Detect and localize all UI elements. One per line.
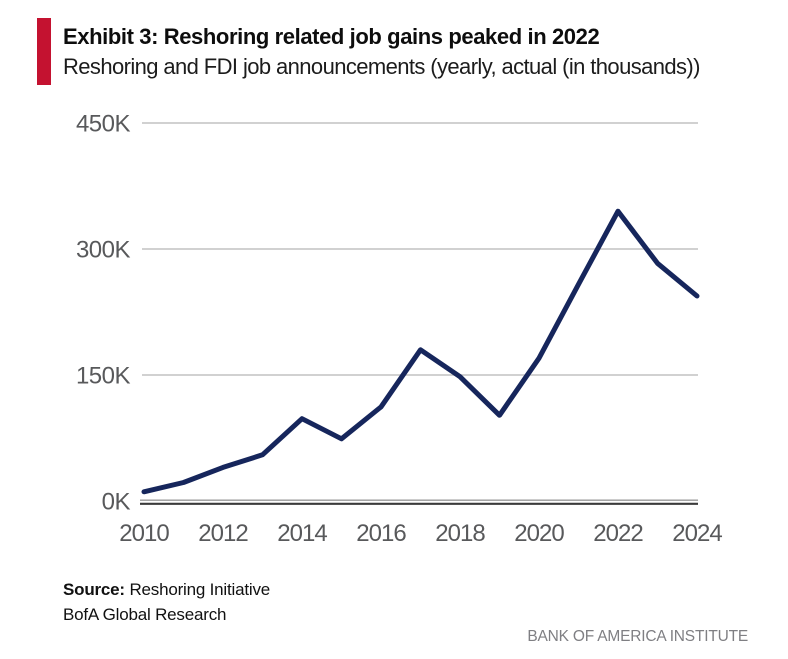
exhibit-title: Exhibit 3: Reshoring related job gains p…: [63, 24, 600, 49]
x-tick-label: 2022: [593, 520, 643, 547]
source-label: Source:: [63, 580, 125, 599]
exhibit-accent-bar: [37, 18, 51, 85]
source-block: Source: Reshoring Initiative BofA Global…: [63, 577, 270, 627]
source-value: Reshoring Initiative: [129, 580, 271, 599]
x-tick-label: 2016: [356, 520, 406, 547]
exhibit-subtitle: Reshoring and FDI job announcements (yea…: [63, 54, 700, 79]
y-tick-label: 0K: [102, 489, 131, 516]
x-tick-label: 2012: [198, 520, 248, 547]
x-tick-label: 2020: [514, 520, 564, 547]
source-line: Source: Reshoring Initiative: [63, 577, 270, 602]
y-tick-label: 300K: [76, 237, 131, 264]
x-tick-label: 2018: [435, 520, 485, 547]
data-line: [141, 208, 700, 495]
institute-branding: BANK OF AMERICA INSTITUTE: [527, 628, 748, 645]
x-tick-label: 2024: [672, 520, 722, 547]
source-line-2: BofA Global Research: [63, 605, 227, 624]
y-tick-label: 150K: [76, 363, 131, 390]
y-tick-label: 450K: [76, 111, 131, 138]
x-tick-label: 2014: [277, 520, 327, 547]
x-tick-label: 2010: [119, 520, 169, 547]
